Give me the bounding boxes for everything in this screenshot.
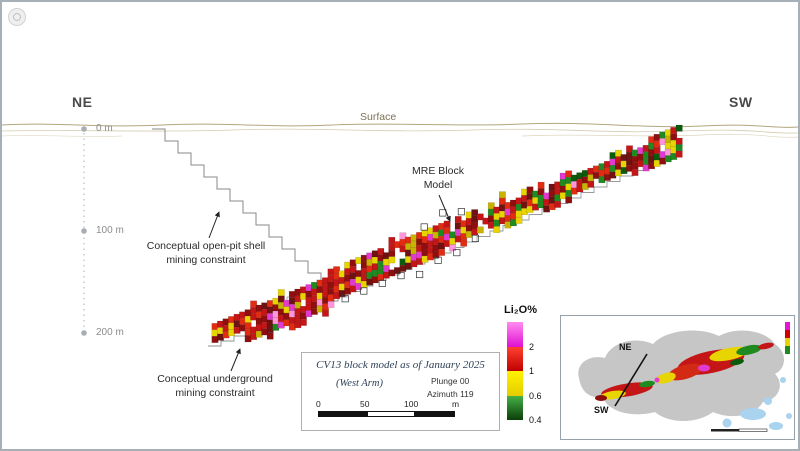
li2o-color-ramp [507,322,523,420]
inset-mini-colorbar [785,322,790,354]
mre-annotation: MRE Block Model [412,165,464,193]
surface-label: Surface [360,111,397,123]
li2o-ramp-magenta [507,322,523,347]
scale-bar [318,411,455,417]
model-title: CV13 block model as of January 2025 [316,359,485,371]
depth-200m-label: 200 m [96,327,124,338]
inset-canvas [578,322,792,432]
open-pit-annotation-line2: mining constraint [166,253,246,266]
model-subtitle: (West Arm) [336,378,383,389]
open-pit-annotation-line1: Conceptual open-pit shell [146,240,266,252]
compass-sw-label: SW [729,94,753,110]
azimuth-label: Azimuth 119 [427,389,474,399]
mre-annotation-line1: MRE Block [412,165,464,177]
scalebar-100-label: 100 [404,399,419,409]
annotation-arrows [208,194,451,372]
scale-bar-seg1 [319,412,367,416]
open-pit-annotation: Conceptual open-pit shell mining constra… [147,240,266,268]
underground-annotation: Conceptual underground mining constraint [157,373,273,401]
li2o-value-04: 0.4 [529,415,542,425]
scalebar-0-label: 0 [316,399,321,409]
scalebar-unit-label: m [452,399,460,409]
inset-block-model [595,342,774,401]
scale-bar-seg3 [415,412,454,416]
open-pit-arrow [208,211,220,239]
newswire-logo-icon [8,8,26,26]
li2o-legend-title: Li₂O% [504,304,537,316]
mre-block-model-band [211,124,683,343]
compass-ne-label: NE [72,94,93,110]
underground-annotation-line2: mining constraint [175,386,255,399]
li2o-ramp-yellow [507,371,523,396]
underground-annotation-line1: Conceptual underground [157,373,273,385]
mre-arrow [438,194,451,222]
li2o-value-2: 2 [529,342,535,352]
li2o-value-1: 1 [529,366,535,376]
li2o-value-06: 0.6 [529,391,542,401]
plunge-label: Plunge 00 [431,376,470,386]
inset-sw-label: SW [594,405,609,415]
scalebar-50-label: 50 [360,399,370,409]
li2o-ramp-red [507,346,523,371]
surface-topography-lines [2,122,798,138]
depth-axis [81,126,87,336]
inset-water [722,377,792,430]
depth-0m-label: 0 m [96,123,113,134]
depth-100m-label: 100 m [96,225,124,236]
empty-block-outlines [341,208,479,303]
open-pit-shell-outline [152,128,673,298]
plan-view-inset-map: NE SW [560,315,795,440]
inset-mini-scalebar [711,428,768,432]
li2o-ramp-green [507,395,523,420]
inset-section-line [614,353,648,407]
mre-annotation-line2: Model [423,178,453,191]
underground-arrow [230,348,241,372]
scale-bar-seg2 [367,412,415,416]
title-legend-box: CV13 block model as of January 2025 (Wes… [301,352,500,431]
inset-ne-label: NE [619,342,632,352]
